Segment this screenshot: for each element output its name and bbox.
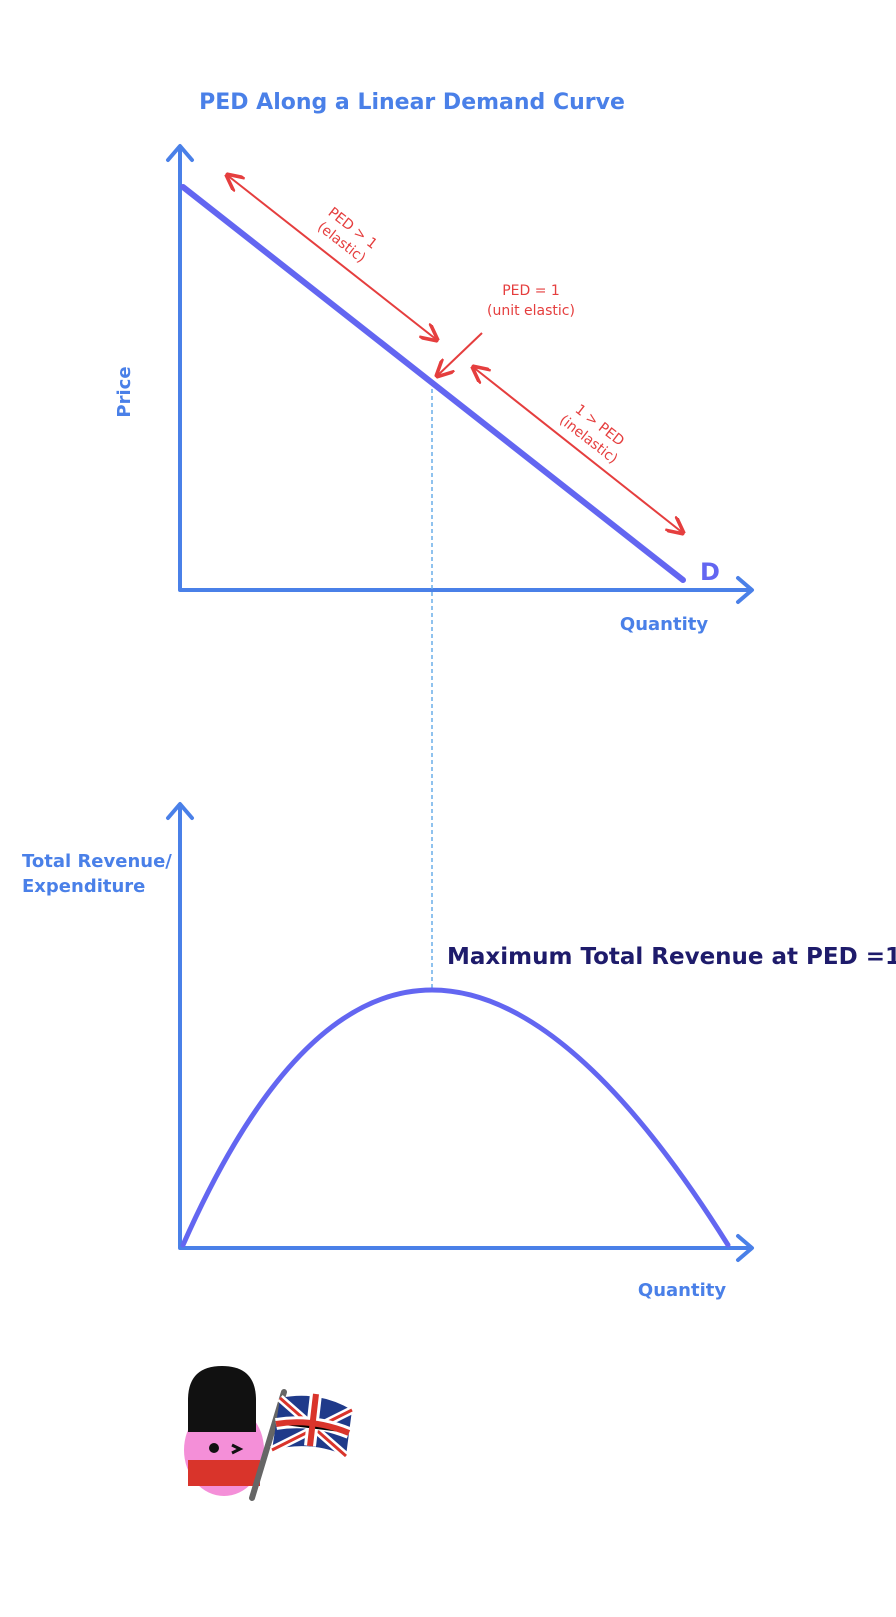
max-annotation: Maximum Total Revenue at PED =1 [447, 944, 896, 970]
curve-label: D [700, 558, 720, 586]
x-label: Quantity [638, 1280, 726, 1301]
revenue-curve [180, 987, 731, 1248]
unit-label: (unit elastic) [487, 303, 575, 319]
unit-arrow [437, 332, 483, 376]
y-label: Expenditure [22, 876, 145, 897]
inelastic-arrow [473, 367, 683, 533]
y-label: Total Revenue/ [22, 851, 172, 872]
demand-curve [180, 184, 686, 583]
mascot [184, 1366, 354, 1501]
axes [166, 144, 754, 604]
unit-label: PED = 1 [502, 283, 560, 299]
axes [166, 802, 754, 1262]
x-label: Quantity [620, 614, 708, 635]
y-label: Price [114, 366, 135, 417]
title: PED Along a Linear Demand Curve [199, 90, 625, 115]
elastic-arrow [227, 175, 437, 340]
